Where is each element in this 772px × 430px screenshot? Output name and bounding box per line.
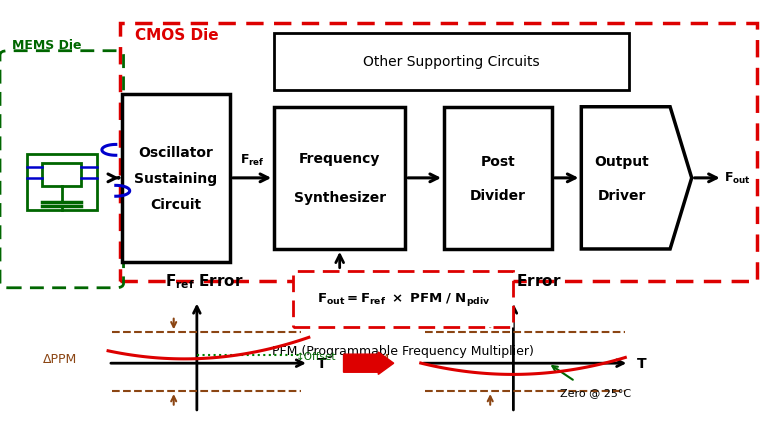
FancyArrow shape — [344, 352, 394, 375]
Text: Output: Output — [594, 154, 649, 168]
Text: Synthesizer: Synthesizer — [293, 191, 386, 205]
FancyBboxPatch shape — [293, 271, 513, 327]
Text: T: T — [317, 356, 326, 370]
Text: Other Supporting Circuits: Other Supporting Circuits — [364, 55, 540, 69]
Text: $\mathbf{F_{ref}}$ Error: $\mathbf{F_{ref}}$ Error — [165, 272, 244, 290]
Text: Divider: Divider — [470, 189, 526, 203]
FancyBboxPatch shape — [122, 95, 230, 262]
FancyBboxPatch shape — [444, 108, 552, 249]
Text: Oscillator: Oscillator — [139, 146, 213, 160]
FancyBboxPatch shape — [274, 108, 405, 249]
Text: $\mathbf{F_{out}}$ Error: $\mathbf{F_{out}}$ Error — [480, 272, 562, 290]
Text: CMOS Die: CMOS Die — [135, 28, 218, 43]
Text: Sustaining: Sustaining — [134, 172, 218, 185]
Text: $\mathbf{F_{out} = F_{ref}\ \times\ PFM\ /\ N_{pdiv}}$: $\mathbf{F_{out} = F_{ref}\ \times\ PFM\… — [317, 290, 490, 307]
Polygon shape — [581, 108, 692, 249]
Text: $\mathbf{F_{out}}$: $\mathbf{F_{out}}$ — [724, 171, 751, 186]
Text: Circuit: Circuit — [151, 197, 201, 211]
Text: T: T — [637, 356, 646, 370]
Text: PFM (Programmable Frequency Multiplier): PFM (Programmable Frequency Multiplier) — [273, 344, 534, 357]
Text: Driver: Driver — [598, 189, 646, 203]
FancyBboxPatch shape — [274, 34, 629, 90]
Text: Zero @ 25°C: Zero @ 25°C — [560, 387, 631, 397]
Text: Frequency: Frequency — [299, 152, 381, 166]
Text: ↕Offset: ↕Offset — [296, 351, 336, 362]
FancyBboxPatch shape — [27, 155, 96, 211]
Text: MEMS Die: MEMS Die — [12, 39, 81, 52]
Text: ΔPPM: ΔPPM — [43, 353, 77, 366]
FancyBboxPatch shape — [42, 163, 81, 187]
Text: Post: Post — [480, 154, 516, 168]
Text: $\mathbf{F_{ref}}$: $\mathbf{F_{ref}}$ — [239, 153, 265, 168]
Text: ΔPPM: ΔPPM — [356, 353, 390, 366]
